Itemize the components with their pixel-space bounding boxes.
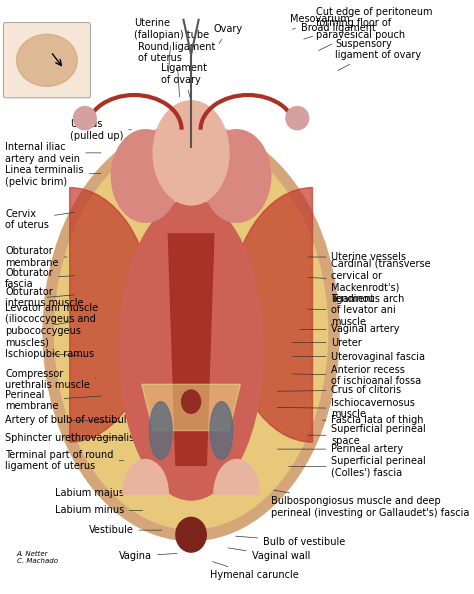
Ellipse shape	[73, 106, 96, 129]
Text: Obturator
membrane: Obturator membrane	[5, 247, 67, 268]
Text: Angle of view: Angle of view	[5, 55, 71, 65]
Text: Vestibule: Vestibule	[89, 525, 162, 535]
Wedge shape	[70, 188, 153, 442]
Text: Fascia lata of thigh: Fascia lata of thigh	[323, 415, 424, 425]
Text: Superficial perineal
(Colles') fascia: Superficial perineal (Colles') fascia	[289, 456, 426, 477]
Text: Compressor
urethralis muscle: Compressor urethralis muscle	[5, 369, 96, 390]
Text: Perineal
membrane: Perineal membrane	[5, 390, 101, 411]
Text: Bulb of vestibule: Bulb of vestibule	[236, 536, 346, 546]
Text: Uterovaginal fascia: Uterovaginal fascia	[292, 352, 426, 362]
Text: Superficial perineal
space: Superficial perineal space	[308, 425, 426, 446]
FancyBboxPatch shape	[3, 23, 91, 98]
Ellipse shape	[286, 106, 309, 129]
Text: Uterine
(fallopian) tube: Uterine (fallopian) tube	[134, 18, 210, 72]
Ellipse shape	[182, 390, 201, 413]
Text: Vagina: Vagina	[119, 551, 177, 561]
Text: Uterus
(pulled up): Uterus (pulled up)	[70, 119, 131, 141]
Text: Hymenal caruncle: Hymenal caruncle	[210, 562, 299, 580]
Text: Cut edge of peritoneum
forming floor of
paravesical pouch: Cut edge of peritoneum forming floor of …	[316, 7, 433, 50]
Ellipse shape	[119, 199, 263, 500]
Text: A. Netter
C. Machado: A. Netter C. Machado	[17, 551, 57, 564]
Text: Crus of clitoris: Crus of clitoris	[277, 385, 401, 395]
Text: Perineal artery: Perineal artery	[277, 444, 403, 454]
Wedge shape	[229, 188, 312, 442]
Text: Broad ligament: Broad ligament	[301, 23, 376, 39]
Text: Suspensory
ligament of ovary: Suspensory ligament of ovary	[335, 39, 421, 71]
Text: Ligament
of ovary: Ligament of ovary	[161, 63, 207, 113]
Text: Uterine vessels: Uterine vessels	[308, 252, 406, 262]
Text: Obturator
fascia: Obturator fascia	[5, 268, 74, 289]
Text: Ureter: Ureter	[292, 337, 362, 347]
Text: Round ligament
of uterus: Round ligament of uterus	[138, 42, 215, 97]
Text: Artery of bulb of vestibule: Artery of bulb of vestibule	[5, 415, 133, 425]
Text: Mesovarium: Mesovarium	[290, 14, 349, 29]
Ellipse shape	[149, 402, 172, 460]
Text: Levator ani muscle
(iliococcygeus and
pubococcygeus
muscles): Levator ani muscle (iliococcygeus and pu…	[5, 303, 98, 347]
Ellipse shape	[55, 135, 328, 529]
Text: Labium majus: Labium majus	[55, 488, 139, 498]
Text: Cervix
of uterus: Cervix of uterus	[5, 208, 74, 230]
Ellipse shape	[111, 129, 180, 222]
Text: Bulbospongiosus muscle and deep
perineal (investing or Gallaudet's) fascia: Bulbospongiosus muscle and deep perineal…	[271, 490, 469, 518]
Ellipse shape	[153, 101, 229, 205]
Text: Sphincter urethrovaginalis muscle: Sphincter urethrovaginalis muscle	[5, 432, 173, 443]
Ellipse shape	[176, 517, 206, 552]
Ellipse shape	[202, 129, 271, 222]
Text: Anterior recess
of ischioanal fossa: Anterior recess of ischioanal fossa	[292, 365, 421, 387]
Text: Plane of section: Plane of section	[5, 41, 83, 51]
Text: Ischiopubic ramus: Ischiopubic ramus	[5, 349, 94, 359]
Text: Terminal part of round
ligament of uterus: Terminal part of round ligament of uteru…	[5, 450, 124, 472]
Text: Ischiocavernosus
muscle: Ischiocavernosus muscle	[277, 398, 415, 419]
Text: Ovary: Ovary	[214, 24, 243, 43]
Text: Cardinal (transverse
cervical or
Mackenrodt's)
ligament: Cardinal (transverse cervical or Mackenr…	[308, 259, 431, 304]
Polygon shape	[168, 234, 214, 465]
Wedge shape	[123, 460, 168, 494]
Ellipse shape	[17, 34, 77, 86]
Text: Tendinous arch
of levator ani
muscle: Tendinous arch of levator ani muscle	[308, 293, 405, 327]
Ellipse shape	[43, 124, 339, 541]
Text: Linea terminalis
(pelvic brim): Linea terminalis (pelvic brim)	[5, 165, 101, 187]
Polygon shape	[142, 384, 240, 431]
Text: Obturator
internus muscle: Obturator internus muscle	[5, 287, 84, 308]
Text: Labium minus: Labium minus	[55, 505, 143, 516]
Wedge shape	[214, 460, 259, 494]
Text: Vaginal artery: Vaginal artery	[300, 324, 400, 334]
Text: Vaginal wall: Vaginal wall	[228, 548, 310, 561]
Text: Internal iliac
artery and vein: Internal iliac artery and vein	[5, 142, 101, 164]
Ellipse shape	[210, 402, 233, 460]
